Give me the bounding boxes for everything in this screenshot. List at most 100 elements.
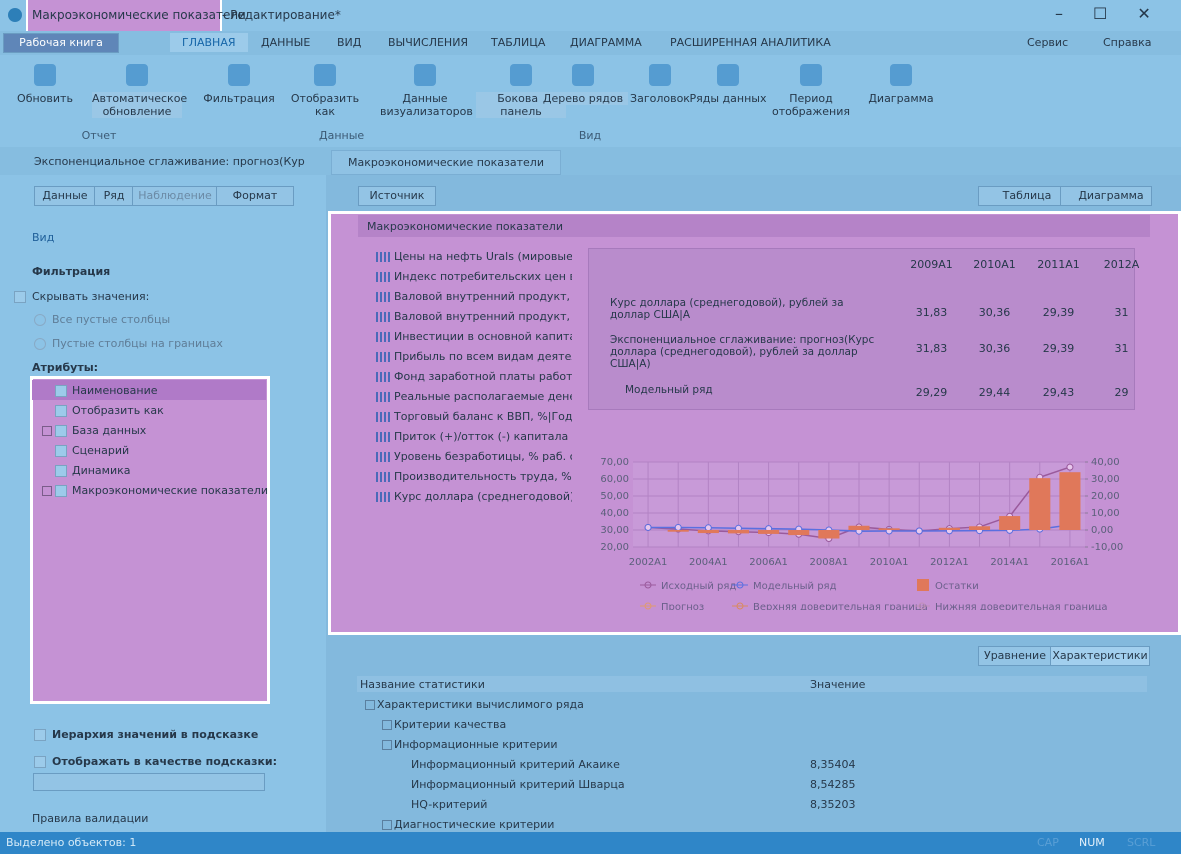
series-item[interactable]: Реальные располагаемые денеж: [394, 390, 572, 403]
checkbox[interactable]: [34, 729, 46, 741]
window-controls[interactable]: –☐✕: [1055, 4, 1181, 23]
panel-tab[interactable]: Данные: [34, 186, 96, 206]
y-tick-label: 30,00: [600, 525, 629, 536]
series-item[interactable]: Валовой внутренний продукт, Ин: [394, 310, 572, 323]
series-item[interactable]: Производительность труда, %|Го: [394, 470, 572, 483]
doc-tab[interactable]: Макроэкономические показатели: [331, 150, 561, 175]
radio[interactable]: [34, 314, 46, 326]
doc-tab[interactable]: Экспоненциальное сглаживание: прогноз(Ку…: [34, 155, 305, 168]
ribbon-button[interactable]: Данные визуализаторов: [380, 92, 473, 118]
y-tick-label: 20,00: [600, 542, 629, 553]
table-button[interactable]: Таблица: [978, 186, 1066, 206]
equation-button[interactable]: Уравнение: [978, 646, 1052, 666]
column-header: Название статистики: [360, 678, 485, 691]
legend-swatch: [644, 602, 652, 610]
attribute-item[interactable]: Макроэкономические показатели: [72, 484, 268, 497]
checkbox[interactable]: [55, 465, 67, 477]
section-header[interactable]: Вид: [32, 231, 55, 244]
ribbon-icon: [34, 64, 56, 86]
combo[interactable]: [33, 773, 265, 791]
series-item[interactable]: Цены на нефть Urals (мировые), д: [394, 250, 572, 263]
checkbox[interactable]: [55, 405, 67, 417]
section-header[interactable]: Правила валидации: [32, 812, 149, 825]
series-item[interactable]: Индекс потребительских цен в с: [394, 270, 572, 283]
attribute-item[interactable]: Отобразить как: [72, 404, 164, 417]
column-header: 2009A1: [910, 258, 953, 271]
series-icon: [376, 452, 391, 462]
menu-tab[interactable]: РАСШИРЕННАЯ АНАЛИТИКА: [670, 36, 831, 49]
stats-value: 8,35203: [810, 798, 856, 811]
option-label: Отображать в качестве подсказки:: [52, 755, 278, 768]
checkbox[interactable]: [55, 485, 67, 497]
menu-tab[interactable]: ГЛАВНАЯ: [170, 33, 248, 52]
stats-row[interactable]: Информационный критерий Шварца: [411, 778, 625, 791]
ribbon-button[interactable]: Обновить: [17, 92, 73, 105]
series-item[interactable]: Прибыль по всем видам деятель: [394, 350, 572, 363]
ribbon-button[interactable]: Ряды данных: [689, 92, 767, 105]
series-item[interactable]: Валовой внутренний продукт, Те: [394, 290, 572, 303]
stats-row[interactable]: Информационные критерии: [394, 738, 558, 751]
stats-row[interactable]: Диагностические критерии: [394, 818, 555, 831]
ribbon-button[interactable]: Период отображения: [771, 92, 850, 118]
status-text: Выделено объектов: 1: [6, 836, 137, 849]
stats-row[interactable]: Характеристики вычислимого ряда: [377, 698, 584, 711]
point: [674, 523, 682, 531]
panel-tab[interactable]: Формат: [216, 186, 294, 206]
panel-tab[interactable]: Ряд: [94, 186, 134, 206]
radio[interactable]: [34, 338, 46, 350]
ribbon-button[interactable]: Автоматическое обновление: [92, 92, 188, 118]
checkbox[interactable]: [14, 291, 26, 303]
row-label: Экспоненциальное сглаживание: прогноз(Ку…: [610, 334, 875, 370]
expander[interactable]: [365, 700, 375, 710]
checkbox[interactable]: [55, 445, 67, 457]
checkbox-label: Скрывать значения:: [32, 290, 150, 303]
chart-button[interactable]: Диаграмма: [1060, 186, 1152, 206]
ribbon-button[interactable]: Диаграмма: [868, 92, 934, 105]
residual-bar: [697, 530, 719, 534]
menu-tab[interactable]: ВЫЧИСЛЕНИЯ: [388, 36, 469, 49]
panel-tab[interactable]: Наблюдение: [132, 186, 218, 206]
attribute-item[interactable]: Наименование: [72, 384, 158, 397]
source-button[interactable]: Источник: [358, 186, 436, 206]
series-item[interactable]: Фонд заработной платы работни: [394, 370, 572, 383]
menu-tab[interactable]: ДАННЫЕ: [261, 36, 311, 49]
expander[interactable]: [42, 426, 52, 436]
residual-bar: [999, 516, 1021, 530]
menu-right[interactable]: Сервис: [1027, 36, 1069, 49]
series-item[interactable]: Торговый баланс к ВВП, %|Годов: [394, 410, 572, 423]
ribbon-icon: [510, 64, 532, 86]
x-tick-label: 2004A1: [689, 557, 728, 568]
expander[interactable]: [382, 740, 392, 750]
checkbox[interactable]: [55, 425, 67, 437]
workbook-button[interactable]: Рабочая книга: [3, 33, 119, 53]
stats-row[interactable]: HQ-критерий: [411, 798, 488, 811]
ribbon-button[interactable]: Фильтрация: [203, 92, 275, 105]
ribbon-icon: [228, 64, 250, 86]
stats-row[interactable]: Информационный критерий Акаике: [411, 758, 620, 771]
menu-tab[interactable]: ДИАГРАММА: [570, 36, 642, 49]
y-tick-label: 50,00: [600, 491, 629, 502]
attribute-item[interactable]: Сценарий: [72, 444, 130, 457]
series-item[interactable]: Приток (+)/отток (-) капитала к В: [394, 430, 572, 443]
stats-row[interactable]: Критерии качества: [394, 718, 507, 731]
checkbox[interactable]: [55, 385, 67, 397]
menu-tab[interactable]: ВИД: [337, 36, 362, 49]
menu-right[interactable]: Справка: [1103, 36, 1152, 49]
series-item[interactable]: Курс доллара (среднегодовой), ру: [394, 490, 572, 503]
attribute-item[interactable]: Динамика: [72, 464, 131, 477]
checkbox[interactable]: [34, 756, 46, 768]
residual-bar: [727, 530, 750, 534]
attribute-item[interactable]: База данных: [72, 424, 147, 437]
ribbon-button[interactable]: Заголовок: [630, 92, 690, 105]
expander[interactable]: [42, 486, 52, 496]
y2-tick-label: 10,00: [1091, 508, 1120, 519]
ribbon-button[interactable]: Отобразить как: [290, 92, 360, 118]
series-item[interactable]: Уровень безработицы, % раб. си: [394, 450, 572, 463]
menu-tab[interactable]: ТАБЛИЦА: [491, 36, 546, 49]
expander[interactable]: [382, 720, 392, 730]
residual-bar: [818, 530, 840, 539]
ribbon-button[interactable]: Дерево рядов: [538, 92, 628, 105]
characteristics-button[interactable]: Характеристики: [1050, 646, 1150, 666]
expander[interactable]: [382, 820, 392, 830]
series-item[interactable]: Инвестиции в основной капитал: [394, 330, 572, 343]
